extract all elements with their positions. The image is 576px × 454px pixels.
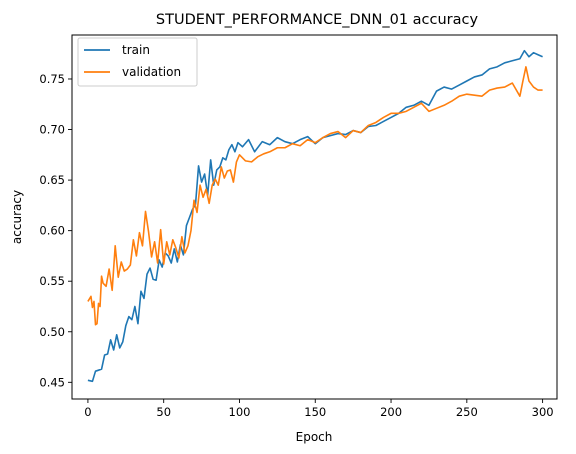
y-axis-label: accuracy (10, 190, 24, 244)
legend-train-label: train (122, 43, 150, 57)
x-tick-label: 200 (380, 405, 402, 419)
y-tick-label: 0.45 (39, 375, 65, 389)
series-line-train (87, 49, 543, 383)
x-tick-label: 150 (304, 405, 326, 419)
x-tick-label: 100 (229, 405, 251, 419)
y-tick-label: 0.65 (39, 173, 65, 187)
y-tick-label: 0.50 (39, 325, 65, 339)
x-tick-label: 250 (456, 405, 478, 419)
chart-title: STUDENT_PERFORMANCE_DNN_01 accuracy (156, 12, 479, 28)
y-tick-label: 0.70 (39, 123, 65, 137)
legend-validation-label: validation (122, 65, 181, 79)
x-tick-label: 300 (532, 405, 554, 419)
x-tick-label: 50 (156, 405, 171, 419)
x-tick-label: 0 (84, 405, 91, 419)
series-line-validation (87, 66, 543, 326)
y-tick-label: 0.60 (39, 224, 65, 238)
x-axis-ticks: 0 50 100 150 200 250 300 (84, 399, 554, 419)
y-axis-ticks: 0.45 0.50 0.55 0.60 0.65 0.70 0.75 (39, 72, 72, 389)
plot-frame (71, 34, 558, 400)
legend: train validation (77, 37, 198, 87)
y-tick-label: 0.55 (39, 274, 65, 288)
series-layer (87, 49, 543, 383)
y-tick-label: 0.75 (39, 72, 65, 86)
x-axis-label: Epoch (296, 430, 333, 444)
